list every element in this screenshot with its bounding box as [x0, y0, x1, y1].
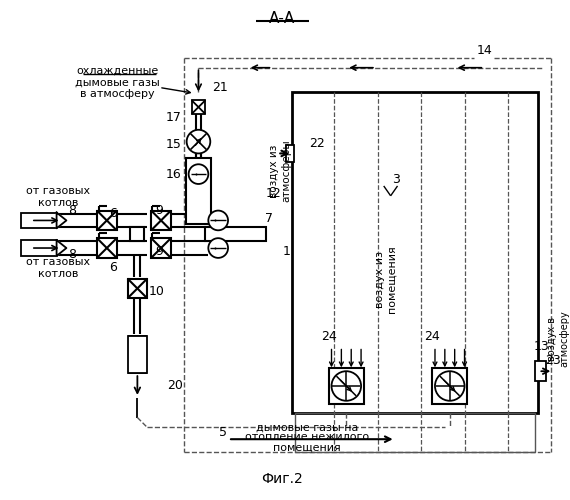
Bar [295, 412, 535, 452]
Bar [128, 278, 147, 298]
Bar [151, 238, 171, 258]
Text: 13: 13 [534, 340, 549, 353]
Text: в атмосферу: в атмосферу [80, 90, 155, 100]
Text: 3: 3 [392, 172, 400, 186]
Circle shape [332, 371, 361, 401]
Bar [97, 210, 117, 231]
Text: 8: 8 [68, 204, 76, 217]
Bar [192, 100, 205, 114]
Text: 6: 6 [109, 261, 117, 274]
Bar [328, 368, 364, 404]
Text: 16: 16 [166, 168, 182, 180]
Bar [97, 238, 117, 258]
Text: 21: 21 [212, 81, 228, 94]
Text: 7: 7 [266, 212, 274, 225]
Text: 8: 8 [68, 248, 76, 262]
Bar [131, 228, 144, 241]
Bar [286, 144, 294, 162]
Bar [128, 336, 147, 373]
Bar [186, 158, 211, 224]
Text: 14: 14 [477, 44, 492, 58]
Text: 1: 1 [282, 246, 290, 258]
Text: 12: 12 [266, 188, 281, 200]
Bar [21, 212, 56, 228]
Text: 23: 23 [545, 354, 561, 367]
Text: дымовые газы: дымовые газы [75, 78, 160, 88]
Text: помещения: помещения [273, 442, 341, 452]
Circle shape [435, 371, 465, 401]
Text: 9: 9 [155, 204, 163, 217]
Text: 9: 9 [155, 246, 163, 258]
Text: 5: 5 [219, 426, 227, 439]
Polygon shape [56, 240, 67, 256]
Text: 24: 24 [424, 330, 440, 343]
Text: воздух из
помещения: воздух из помещения [375, 246, 397, 314]
Text: дымовые газы на: дымовые газы на [256, 422, 358, 432]
Bar [535, 362, 546, 381]
Text: 15: 15 [166, 138, 182, 151]
Bar [432, 368, 467, 404]
Text: от газовых
котлов: от газовых котлов [26, 257, 91, 278]
Circle shape [189, 164, 208, 184]
Text: 6: 6 [109, 207, 117, 220]
Text: 20: 20 [167, 380, 183, 392]
Text: от газовых
котлов: от газовых котлов [26, 186, 91, 208]
Bar [292, 92, 539, 412]
Polygon shape [56, 212, 67, 228]
Circle shape [186, 130, 210, 154]
Text: 17: 17 [166, 112, 182, 124]
Text: 22: 22 [309, 137, 324, 150]
Bar [21, 240, 56, 256]
Circle shape [208, 210, 228, 231]
Text: воздух из
атмосферы: воздух из атмосферы [270, 140, 291, 202]
Text: отопление нежилого: отопление нежилого [245, 432, 369, 442]
Text: воздух в
атмосферу: воздух в атмосферу [547, 310, 569, 367]
Bar [151, 210, 171, 231]
Text: 24: 24 [321, 330, 336, 343]
Text: Фиг.2: Фиг.2 [262, 472, 303, 486]
Text: 10: 10 [149, 285, 165, 298]
Text: охлажденные: охлажденные [76, 66, 159, 76]
Circle shape [208, 238, 228, 258]
Text: А-А: А-А [269, 11, 295, 26]
Bar [205, 228, 266, 241]
